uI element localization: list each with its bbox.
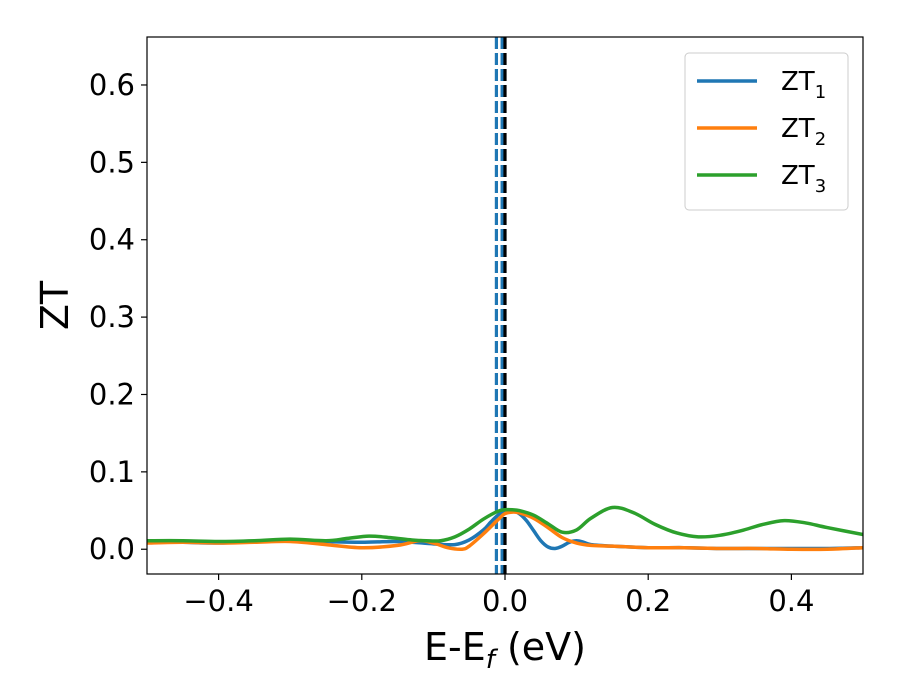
y-tick-label: 0.4 bbox=[89, 223, 135, 257]
x-tick-label: 0.2 bbox=[625, 584, 671, 618]
legend-entry-zt2: ZT2 bbox=[697, 114, 826, 150]
x-axis-label-unit: (eV) bbox=[495, 625, 586, 669]
legend-label: ZT3 bbox=[781, 161, 826, 197]
y-axis-label: ZT bbox=[33, 280, 77, 330]
legend-label: ZT2 bbox=[781, 114, 826, 150]
y-tick-label: 0.6 bbox=[89, 68, 135, 102]
x-tick-label: 0.0 bbox=[482, 584, 528, 618]
x-tick-label: −0.4 bbox=[183, 584, 253, 618]
legend-entry-zt1: ZT1 bbox=[697, 67, 826, 103]
y-tick-label: 0.3 bbox=[89, 300, 135, 334]
y-axis-ticks: 0.0 0.1 0.2 0.3 0.4 0.5 0.6 bbox=[89, 68, 147, 566]
fermi-level-lines bbox=[494, 37, 507, 574]
legend-entry-zt3: ZT3 bbox=[697, 161, 826, 197]
y-tick-label: 0.0 bbox=[89, 532, 135, 566]
series-lines bbox=[147, 505, 863, 552]
y-tick-label: 0.1 bbox=[89, 455, 135, 489]
x-axis-label: E-Ef (eV) bbox=[424, 625, 586, 675]
series-line-zt3 bbox=[147, 505, 863, 544]
y-tick-label: 0.5 bbox=[89, 145, 135, 179]
legend-box bbox=[684, 52, 849, 211]
legend: ZT1 ZT2 ZT3 bbox=[684, 52, 849, 211]
y-tick-label: 0.2 bbox=[89, 377, 135, 411]
series-line-zt2 bbox=[147, 510, 863, 552]
x-tick-label: −0.2 bbox=[327, 584, 397, 618]
legend-label: ZT1 bbox=[781, 67, 826, 103]
x-axis-ticks: −0.4 −0.2 0.0 0.2 0.4 bbox=[183, 574, 814, 618]
x-tick-label: 0.4 bbox=[768, 584, 814, 618]
x-axis-label-main: E-E bbox=[424, 625, 486, 669]
